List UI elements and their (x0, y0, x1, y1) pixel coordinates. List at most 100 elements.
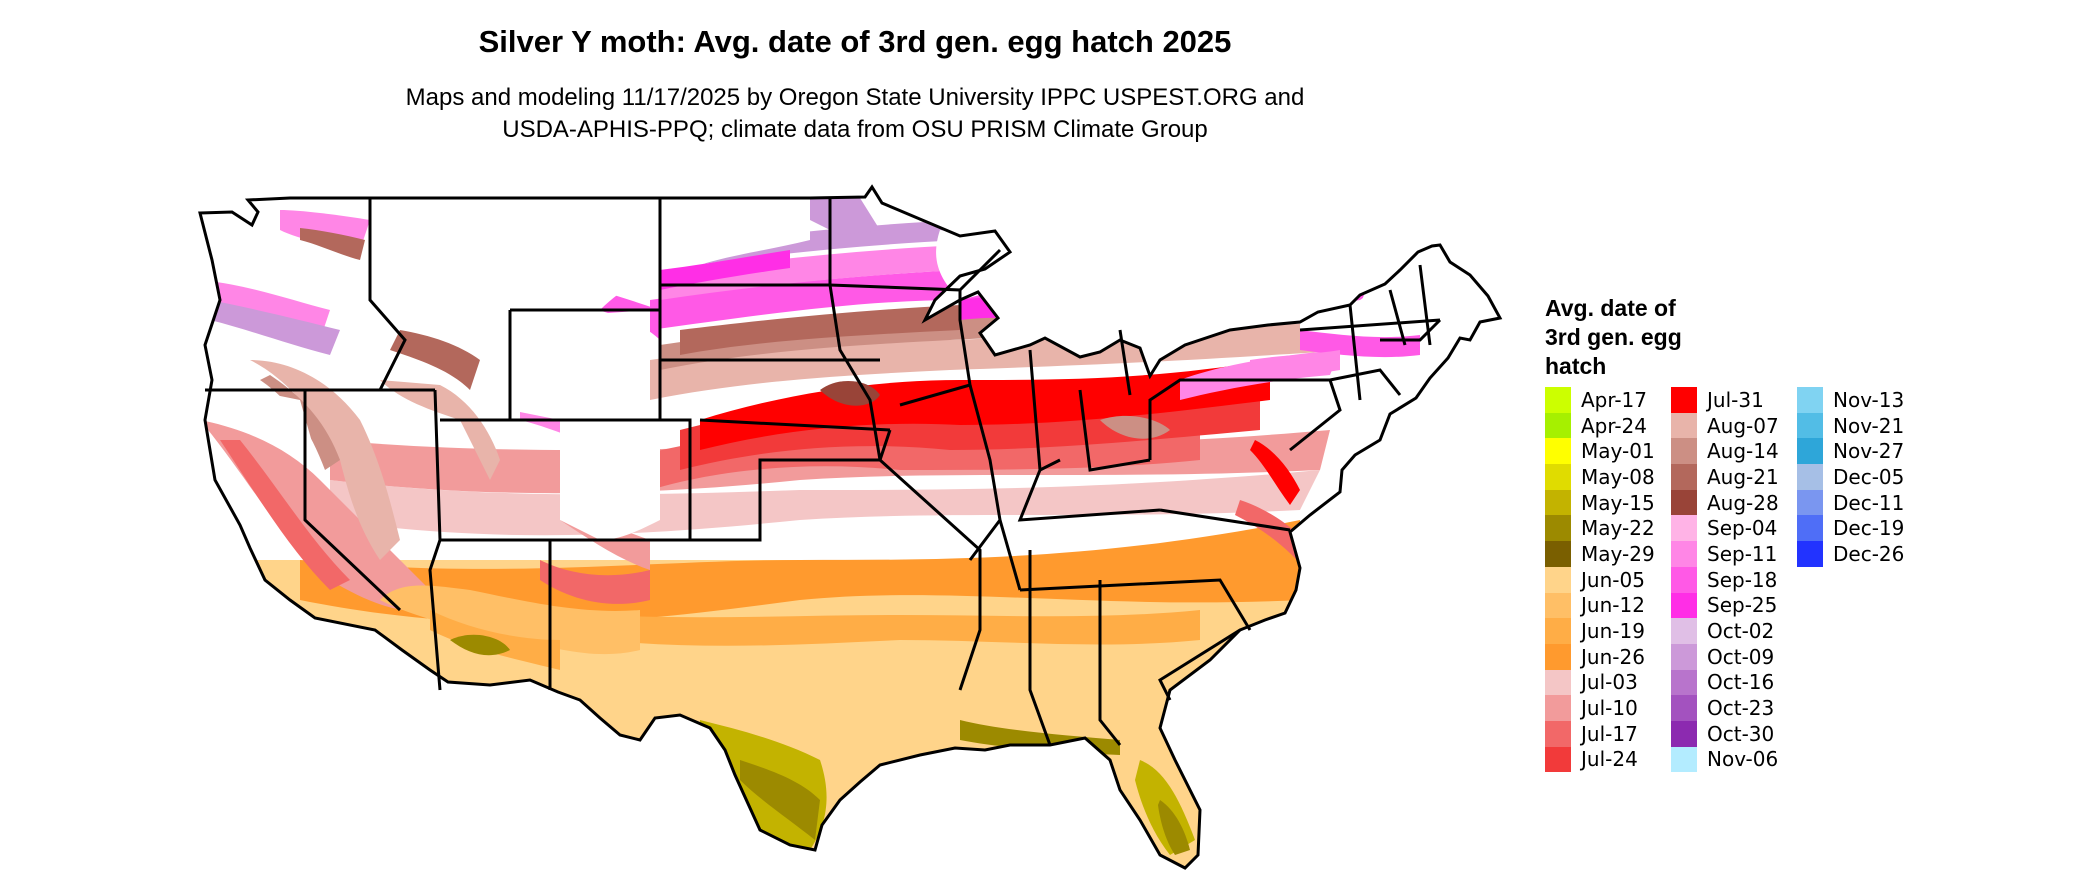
legend-label: Sep-25 (1707, 593, 1778, 618)
legend-label: May-22 (1581, 516, 1655, 541)
legend-item: Sep-04 (1671, 515, 1779, 542)
legend-swatch (1671, 746, 1697, 773)
legend-label: Sep-18 (1707, 567, 1778, 592)
legend-item: May-15 (1545, 489, 1655, 516)
legend-label: Sep-04 (1707, 516, 1778, 541)
legend-label: Oct-09 (1707, 644, 1775, 669)
legend-swatch (1797, 541, 1823, 567)
legend-label: Jun-19 (1581, 619, 1645, 644)
legend-swatch (1545, 566, 1571, 593)
legend-swatch (1545, 746, 1571, 773)
legend-label: Apr-17 (1581, 387, 1647, 412)
legend-item: Jul-31 (1671, 387, 1779, 413)
map-title: Silver Y moth: Avg. date of 3rd gen. egg… (478, 24, 1232, 59)
legend-swatch (1545, 515, 1571, 542)
legend-swatch (1671, 515, 1697, 542)
legend-swatch (1671, 643, 1697, 670)
legend-item: Oct-02 (1671, 618, 1779, 644)
legend-label: Dec-11 (1833, 490, 1905, 515)
legend-swatch (1545, 643, 1571, 670)
legend-item: Jun-26 (1545, 643, 1655, 670)
legend-item: Nov-27 (1797, 438, 1905, 465)
legend-label: Aug-21 (1707, 464, 1779, 489)
legend-swatch (1545, 720, 1571, 747)
legend-swatch (1671, 695, 1697, 721)
legend-swatch (1545, 387, 1571, 413)
legend-label: Jul-17 (1581, 721, 1638, 746)
legend-item: Nov-06 (1671, 746, 1779, 773)
legend-label: Jul-31 (1707, 387, 1764, 412)
legend-swatch (1671, 438, 1697, 465)
legend-swatch (1545, 541, 1571, 567)
legend-item: Nov-21 (1797, 412, 1904, 439)
legend-item: Dec-11 (1797, 489, 1905, 516)
legend-item: Aug-28 (1671, 489, 1779, 516)
legend-item: Jun-19 (1545, 618, 1655, 644)
legend-item: Aug-14 (1671, 438, 1779, 465)
legend-label: Oct-30 (1707, 721, 1775, 746)
legend-column-2: Jul-31 Aug-07 Aug-14 Aug-21 Aug-28 Sep-04 Sep-… (1671, 387, 1779, 773)
legend-item: May-29 (1545, 541, 1655, 567)
legend-item: Jul-24 (1545, 746, 1655, 773)
legend-swatch (1797, 412, 1823, 439)
legend-swatch (1545, 592, 1571, 619)
legend-label: Nov-27 (1833, 439, 1905, 464)
legend-label: Oct-16 (1707, 670, 1775, 695)
legend-item: Jul-17 (1545, 720, 1655, 747)
legend-item: May-08 (1545, 464, 1655, 490)
legend-label: Jul-10 (1581, 696, 1638, 721)
legend-swatch (1797, 515, 1823, 542)
legend-swatch (1545, 464, 1571, 490)
legend-label: Jun-12 (1581, 593, 1645, 618)
legend-swatch (1545, 695, 1571, 721)
legend-swatch (1545, 618, 1571, 644)
legend-column-1: Apr-17 Apr-24 May-01 May-08 May-15 May-22 May-… (1545, 387, 1655, 773)
map-subtitle-line-1: Maps and modeling 11/17/2025 by Oregon S… (405, 84, 1305, 111)
legend-item: Sep-25 (1671, 592, 1779, 619)
legend-title-line: 3rd gen. egg (1545, 324, 1682, 350)
legend-swatch (1671, 541, 1697, 567)
legend-label: Nov-13 (1833, 387, 1905, 412)
legend-item: Jul-03 (1545, 669, 1655, 696)
legend-label: Jun-26 (1581, 644, 1645, 669)
legend-item: Oct-16 (1671, 669, 1779, 696)
legend-item: Apr-24 (1545, 412, 1655, 439)
legend-label: May-08 (1581, 464, 1655, 489)
legend-item: Dec-19 (1797, 515, 1905, 542)
legend-swatch (1797, 464, 1823, 490)
legend-item: Sep-18 (1671, 566, 1779, 593)
legend-swatch (1797, 387, 1823, 413)
legend-label: Aug-14 (1707, 439, 1779, 464)
legend-swatch (1545, 412, 1571, 439)
legend-swatch (1671, 669, 1697, 696)
legend-swatch (1671, 464, 1697, 490)
legend-item: Oct-30 (1671, 720, 1779, 747)
legend-label: May-01 (1581, 439, 1655, 464)
legend-swatch (1797, 489, 1823, 516)
legend-item: Apr-17 (1545, 387, 1655, 413)
legend-item: Jun-12 (1545, 592, 1655, 619)
legend-label: Jul-24 (1581, 747, 1638, 772)
legend-label: Nov-06 (1707, 747, 1779, 772)
legend-swatch (1545, 669, 1571, 696)
legend-swatch (1671, 720, 1697, 747)
legend-label: Dec-19 (1833, 516, 1905, 541)
legend-swatch (1545, 438, 1571, 465)
legend-label: Sep-11 (1707, 541, 1778, 566)
legend-swatch (1545, 489, 1571, 516)
legend-label: Aug-07 (1707, 413, 1779, 438)
legend-item: Aug-07 (1671, 412, 1779, 439)
legend-item: Dec-05 (1797, 464, 1904, 490)
legend-label: Apr-24 (1581, 413, 1647, 438)
legend-item: Jul-10 (1545, 695, 1655, 721)
legend-label: Dec-26 (1833, 541, 1905, 566)
legend-label: Jul-03 (1581, 670, 1638, 695)
legend-label: Jun-05 (1581, 567, 1645, 592)
legend-swatch (1671, 387, 1697, 413)
legend-label: Oct-02 (1707, 619, 1775, 644)
legend-label: May-29 (1581, 541, 1655, 566)
state-borders (198, 185, 1502, 870)
legend-label: Dec-05 (1833, 464, 1905, 489)
legend-title-line: hatch (1545, 353, 1607, 379)
legend-label: Oct-23 (1707, 696, 1775, 721)
